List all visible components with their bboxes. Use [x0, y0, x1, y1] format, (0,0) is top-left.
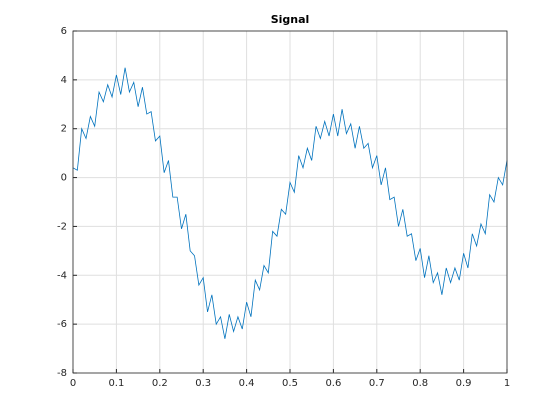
x-tick-label: 0.8 — [412, 378, 428, 389]
y-tick-label: 0 — [61, 173, 67, 184]
x-tick-label: 0.9 — [456, 378, 472, 389]
x-tick-label: 0.3 — [195, 378, 211, 389]
axes-box — [72, 30, 508, 374]
x-tick-label: 0.7 — [369, 378, 385, 389]
x-tick-label: 0.4 — [239, 378, 255, 389]
y-tick-label: -8 — [57, 368, 67, 379]
y-tick-label: 4 — [61, 75, 67, 86]
chart-title: Signal — [271, 13, 310, 26]
y-tick-label: -6 — [57, 319, 67, 330]
y-tick-label: 2 — [61, 124, 67, 135]
x-tick-label: 0.5 — [282, 378, 298, 389]
y-tick-label: -2 — [57, 221, 67, 232]
y-tick-label: 6 — [61, 26, 67, 37]
x-tick-label: 0 — [70, 378, 76, 389]
x-tick-label: 0.1 — [108, 378, 124, 389]
y-tick-label: -4 — [57, 270, 67, 281]
x-tick-label: 0.6 — [325, 378, 341, 389]
x-tick-label: 1 — [504, 378, 510, 389]
signal-line — [72, 67, 508, 339]
x-tick-label: 0.2 — [152, 378, 168, 389]
